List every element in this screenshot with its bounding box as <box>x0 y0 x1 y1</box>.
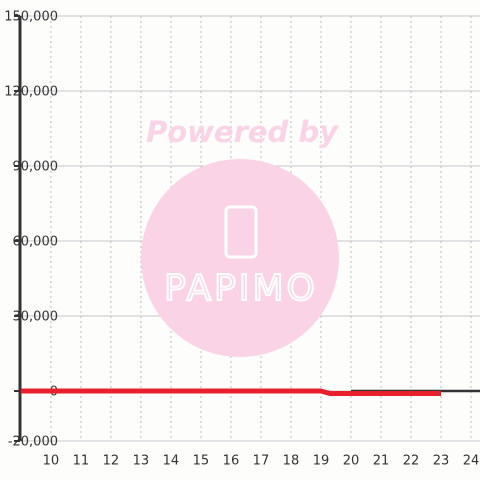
x-tick-label: 20 <box>343 454 360 469</box>
x-tick-label: 15 <box>193 454 210 469</box>
y-tick-label: 90,000 <box>13 160 59 175</box>
plot <box>20 388 480 396</box>
y-tick-label: 150,000 <box>4 10 58 25</box>
grid: -20,000030,00060,00090,000120,000150,000… <box>4 10 480 469</box>
watermark: Powered by PAPIMO <box>141 115 339 357</box>
y-tick-label: 60,000 <box>13 235 59 250</box>
x-tick-label: 13 <box>133 454 150 469</box>
x-tick-label: 16 <box>223 454 240 469</box>
x-tick-label: 22 <box>403 454 420 469</box>
y-tick-label: 120,000 <box>4 85 58 100</box>
x-tick-label: 12 <box>103 454 120 469</box>
x-tick-label: 14 <box>163 454 180 469</box>
x-tick-label: 19 <box>313 454 330 469</box>
watermark-title: Powered by <box>146 115 339 149</box>
series-line <box>20 388 441 396</box>
x-tick-label: 18 <box>283 454 300 469</box>
x-tick-label: 10 <box>43 454 60 469</box>
watermark-phone <box>224 205 258 259</box>
x-tick-label: 17 <box>253 454 270 469</box>
x-tick-label: 23 <box>433 454 450 469</box>
y-tick-label: 30,000 <box>13 310 59 325</box>
x-tick-label: 24 <box>463 454 480 469</box>
watermark-brand: PAPIMO <box>164 268 318 309</box>
x-tick-label: 11 <box>73 454 90 469</box>
x-tick-label: 21 <box>373 454 390 469</box>
